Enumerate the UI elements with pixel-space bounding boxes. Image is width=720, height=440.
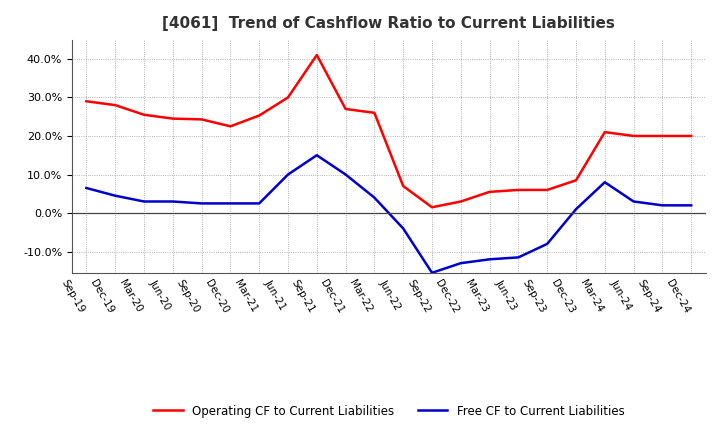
Operating CF to Current Liabilities	[168, 116, 177, 121]
Operating CF to Current Liabilities	[255, 113, 264, 118]
Free CF to Current Liabilities	[255, 201, 264, 206]
Operating CF to Current Liabilities	[111, 103, 120, 108]
Free CF to Current Liabilities	[687, 203, 696, 208]
Operating CF to Current Liabilities	[370, 110, 379, 115]
Operating CF to Current Liabilities	[226, 124, 235, 129]
Line: Free CF to Current Liabilities: Free CF to Current Liabilities	[86, 155, 691, 273]
Operating CF to Current Liabilities	[284, 95, 292, 100]
Operating CF to Current Liabilities	[687, 133, 696, 139]
Free CF to Current Liabilities	[485, 257, 494, 262]
Operating CF to Current Liabilities	[485, 189, 494, 194]
Free CF to Current Liabilities	[514, 255, 523, 260]
Operating CF to Current Liabilities	[399, 183, 408, 189]
Free CF to Current Liabilities	[572, 206, 580, 212]
Operating CF to Current Liabilities	[341, 106, 350, 112]
Operating CF to Current Liabilities	[572, 178, 580, 183]
Free CF to Current Liabilities	[399, 226, 408, 231]
Title: [4061]  Trend of Cashflow Ratio to Current Liabilities: [4061] Trend of Cashflow Ratio to Curren…	[163, 16, 615, 32]
Free CF to Current Liabilities	[197, 201, 206, 206]
Free CF to Current Liabilities	[341, 172, 350, 177]
Operating CF to Current Liabilities	[658, 133, 667, 139]
Operating CF to Current Liabilities	[140, 112, 148, 117]
Free CF to Current Liabilities	[629, 199, 638, 204]
Operating CF to Current Liabilities	[312, 52, 321, 58]
Operating CF to Current Liabilities	[514, 187, 523, 193]
Free CF to Current Liabilities	[111, 193, 120, 198]
Operating CF to Current Liabilities	[543, 187, 552, 193]
Free CF to Current Liabilities	[370, 195, 379, 200]
Free CF to Current Liabilities	[428, 270, 436, 275]
Free CF to Current Liabilities	[284, 172, 292, 177]
Line: Operating CF to Current Liabilities: Operating CF to Current Liabilities	[86, 55, 691, 207]
Free CF to Current Liabilities	[82, 185, 91, 191]
Operating CF to Current Liabilities	[600, 129, 609, 135]
Operating CF to Current Liabilities	[629, 133, 638, 139]
Free CF to Current Liabilities	[456, 260, 465, 266]
Operating CF to Current Liabilities	[82, 99, 91, 104]
Free CF to Current Liabilities	[226, 201, 235, 206]
Legend: Operating CF to Current Liabilities, Free CF to Current Liabilities: Operating CF to Current Liabilities, Fre…	[148, 400, 629, 422]
Operating CF to Current Liabilities	[428, 205, 436, 210]
Free CF to Current Liabilities	[543, 241, 552, 246]
Free CF to Current Liabilities	[658, 203, 667, 208]
Free CF to Current Liabilities	[140, 199, 148, 204]
Free CF to Current Liabilities	[312, 153, 321, 158]
Free CF to Current Liabilities	[600, 180, 609, 185]
Free CF to Current Liabilities	[168, 199, 177, 204]
Operating CF to Current Liabilities	[197, 117, 206, 122]
Operating CF to Current Liabilities	[456, 199, 465, 204]
